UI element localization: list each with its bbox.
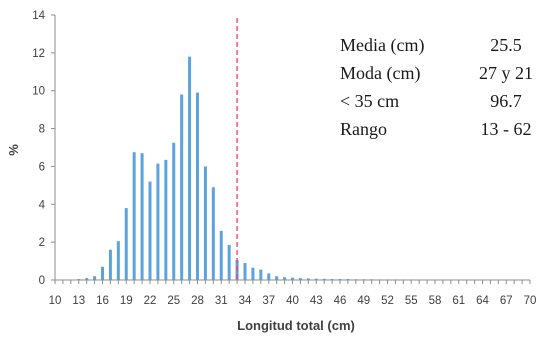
bar-28 — [196, 92, 199, 280]
stat-label-media: Media (cm) — [340, 35, 424, 56]
bar-18 — [116, 241, 120, 280]
bar-39 — [283, 277, 287, 280]
bar-30 — [211, 187, 215, 280]
stat-value-media: 25.5 — [490, 35, 522, 55]
bar-16 — [101, 266, 104, 280]
bar-40 — [291, 277, 294, 280]
y-tick-label: 0 — [39, 275, 45, 287]
stat-value-rango: 13 - 62 — [481, 119, 532, 139]
x-tick-label: 67 — [500, 295, 513, 307]
y-tick-label: 14 — [32, 10, 45, 22]
bar-27 — [188, 56, 192, 280]
x-tick-label: 22 — [144, 295, 157, 307]
bar-25 — [172, 142, 176, 280]
x-tick-label: 43 — [310, 295, 323, 307]
y-tick-label: 8 — [39, 124, 45, 136]
bars-group — [77, 56, 469, 281]
x-tick-label: 31 — [215, 295, 228, 307]
x-tick-label: 37 — [262, 295, 275, 307]
bar-20 — [132, 152, 136, 280]
x-tick-label: 61 — [452, 295, 465, 307]
x-tick-label: 58 — [429, 295, 442, 307]
bar-32 — [227, 244, 231, 280]
x-tick-label: 25 — [167, 295, 180, 307]
x-tick-label: 28 — [191, 295, 204, 307]
bar-35 — [251, 267, 255, 280]
bar-23 — [156, 163, 160, 280]
x-tick-label: 34 — [239, 295, 252, 307]
x-axis-title: Longitud total (cm) — [237, 318, 355, 333]
y-ticks: 0 2 4 6 8 10 12 14 — [32, 10, 55, 287]
bar-41 — [298, 278, 302, 280]
bar-44 — [322, 278, 326, 280]
x-tick-label: 46 — [334, 295, 347, 307]
bar-42 — [306, 278, 310, 280]
x-tick-label: 70 — [524, 295, 537, 307]
stat-value-under-35: 96.7 — [490, 91, 522, 111]
x-tick-label: 19 — [120, 295, 133, 307]
x-tick-label: 49 — [357, 295, 370, 307]
bar-24 — [164, 159, 168, 280]
x-tick-label: 55 — [405, 295, 418, 307]
bar-15 — [93, 276, 97, 280]
bar-31 — [219, 230, 223, 280]
bar-29 — [203, 166, 207, 280]
x-tick-label: 16 — [96, 295, 109, 307]
y-tick-label: 10 — [32, 86, 45, 98]
stat-value-moda: 27 y 21 — [479, 63, 533, 83]
y-tick-label: 12 — [32, 48, 45, 60]
y-axis-title: % — [6, 144, 21, 156]
stat-label-under-35: < 35 cm — [340, 91, 399, 111]
bar-26 — [180, 94, 184, 280]
bar-37 — [267, 273, 271, 281]
stats-table: Media (cm) 25.5 Moda (cm) 27 y 21 < 35 c… — [340, 35, 533, 139]
x-tick-label: 40 — [286, 295, 299, 307]
bar-19 — [124, 208, 128, 280]
x-tick-label: 13 — [72, 295, 85, 307]
x-tick-label: 10 — [49, 295, 62, 307]
x-ticks: 10 13 16 19 22 25 28 31 34 37 40 43 46 49 52 55 58 61 64 67… — [49, 280, 537, 307]
bar-14 — [85, 278, 89, 280]
stat-label-rango: Rango — [340, 119, 387, 139]
bar-34 — [243, 262, 247, 280]
y-tick-label: 2 — [39, 237, 45, 249]
bar-21 — [140, 153, 144, 280]
x-tick-label: 52 — [381, 295, 394, 307]
stat-label-moda: Moda (cm) — [340, 63, 420, 84]
bar-38 — [275, 276, 279, 280]
bar-36 — [259, 269, 263, 280]
bar-43 — [314, 278, 318, 280]
y-tick-label: 4 — [39, 199, 46, 211]
x-tick-label: 64 — [476, 295, 489, 307]
bar-17 — [108, 249, 112, 280]
y-tick-label: 6 — [39, 161, 45, 173]
bar-22 — [148, 181, 152, 280]
